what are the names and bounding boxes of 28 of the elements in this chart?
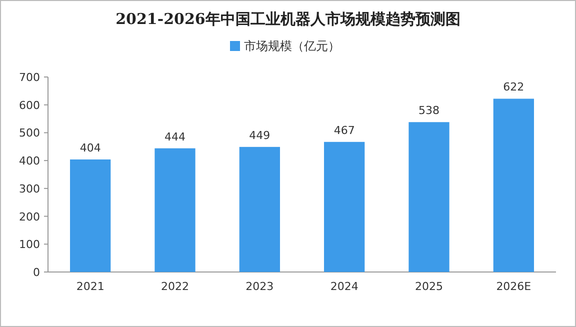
data-label: 404 [80,141,101,154]
x-tick-label: 2026E [496,280,532,293]
x-tick-label: 2021 [76,280,104,293]
bar [154,148,196,272]
y-tick-label: 100 [19,238,40,252]
chart-title: 2021-2026年中国工业机器人市场规模趋势预测图 [116,10,460,28]
x-tick-label: 2022 [161,280,189,293]
legend-label: 市场规模（亿元） [244,39,340,53]
data-label: 467 [334,124,355,137]
y-tick-label: 700 [19,71,40,84]
x-tick-label: 2023 [246,280,274,293]
x-tick-label: 2024 [330,280,358,293]
y-tick-label: 300 [19,182,40,196]
bar [239,146,280,272]
bar [70,159,111,272]
data-label: 538 [418,104,440,118]
data-label: 444 [164,130,186,144]
y-tick-label: 600 [19,98,40,112]
data-label: 622 [503,80,524,94]
x-tick-label: 2025 [415,280,443,293]
y-tick-label: 200 [19,210,40,224]
y-tick-label: 0 [33,266,40,279]
bar [408,122,450,272]
data-label: 449 [249,128,270,142]
bar [324,142,365,272]
bar [493,98,534,272]
y-tick-label: 500 [19,126,40,140]
y-tick-label: 400 [19,154,40,168]
